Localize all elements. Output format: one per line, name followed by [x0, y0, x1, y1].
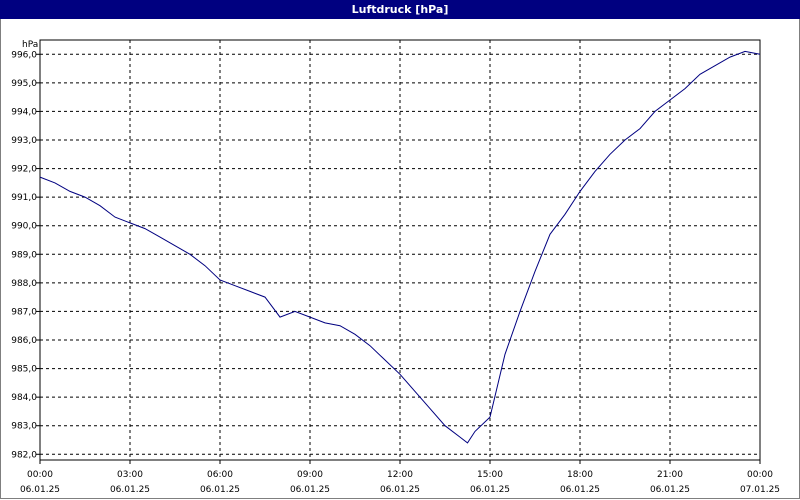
- y-tick-label: 988,0: [11, 279, 37, 289]
- x-tick-date-label: 07.01.25: [740, 485, 780, 495]
- y-tick-label: 984,0: [11, 393, 37, 403]
- y-tick-label: 983,0: [11, 422, 37, 432]
- x-tick-time-label: 21:00: [657, 470, 683, 480]
- pressure-series-line: [39, 50, 761, 444]
- x-tick-time-label: 00:00: [27, 470, 53, 480]
- x-tick-time-label: 00:00: [747, 470, 773, 480]
- y-tick-label: 985,0: [11, 365, 37, 375]
- x-tick-date-label: 06.01.25: [380, 485, 420, 495]
- y-tick-label: 987,0: [11, 307, 37, 317]
- x-tick-date-label: 06.01.25: [470, 485, 510, 495]
- y-tick-label: 994,0: [11, 107, 37, 117]
- y-tick-label: 992,0: [11, 165, 37, 175]
- x-tick-date-label: 06.01.25: [650, 485, 690, 495]
- x-tick-date-label: 06.01.25: [20, 485, 60, 495]
- x-tick-date-label: 06.01.25: [200, 485, 240, 495]
- y-tick-label: 982,0: [11, 450, 37, 460]
- x-tick-time-label: 06:00: [207, 470, 233, 480]
- y-axis-label: hPa: [22, 40, 38, 50]
- x-tick-time-label: 03:00: [117, 470, 143, 480]
- chart-title: Luftdruck [hPa]: [0, 0, 800, 19]
- y-tick-label: 990,0: [11, 222, 37, 232]
- grid-lines: [40, 40, 760, 460]
- x-tick-date-label: 06.01.25: [560, 485, 600, 495]
- x-tick-time-label: 18:00: [567, 470, 593, 480]
- x-tick-time-label: 09:00: [297, 470, 323, 480]
- x-tick-date-label: 06.01.25: [290, 485, 330, 495]
- y-tick-label: 986,0: [11, 336, 37, 346]
- y-tick-label: 989,0: [11, 250, 37, 260]
- y-tick-label: 991,0: [11, 193, 37, 203]
- y-axis-ticks: 982,0 983,0 984,0 985,0 986,0 987,0 988,0 989,0…: [11, 50, 40, 460]
- x-tick-time-label: 12:00: [387, 470, 413, 480]
- y-tick-label: 993,0: [11, 136, 37, 146]
- x-axis-ticks: 00:00 06.01.25 03:00 06.01.25 06:00 06.01.25 0…: [20, 460, 780, 495]
- y-tick-label: 996,0: [11, 50, 37, 60]
- x-tick-time-label: 15:00: [477, 470, 503, 480]
- x-tick-date-label: 06.01.25: [110, 485, 150, 495]
- y-tick-label: 995,0: [11, 79, 37, 89]
